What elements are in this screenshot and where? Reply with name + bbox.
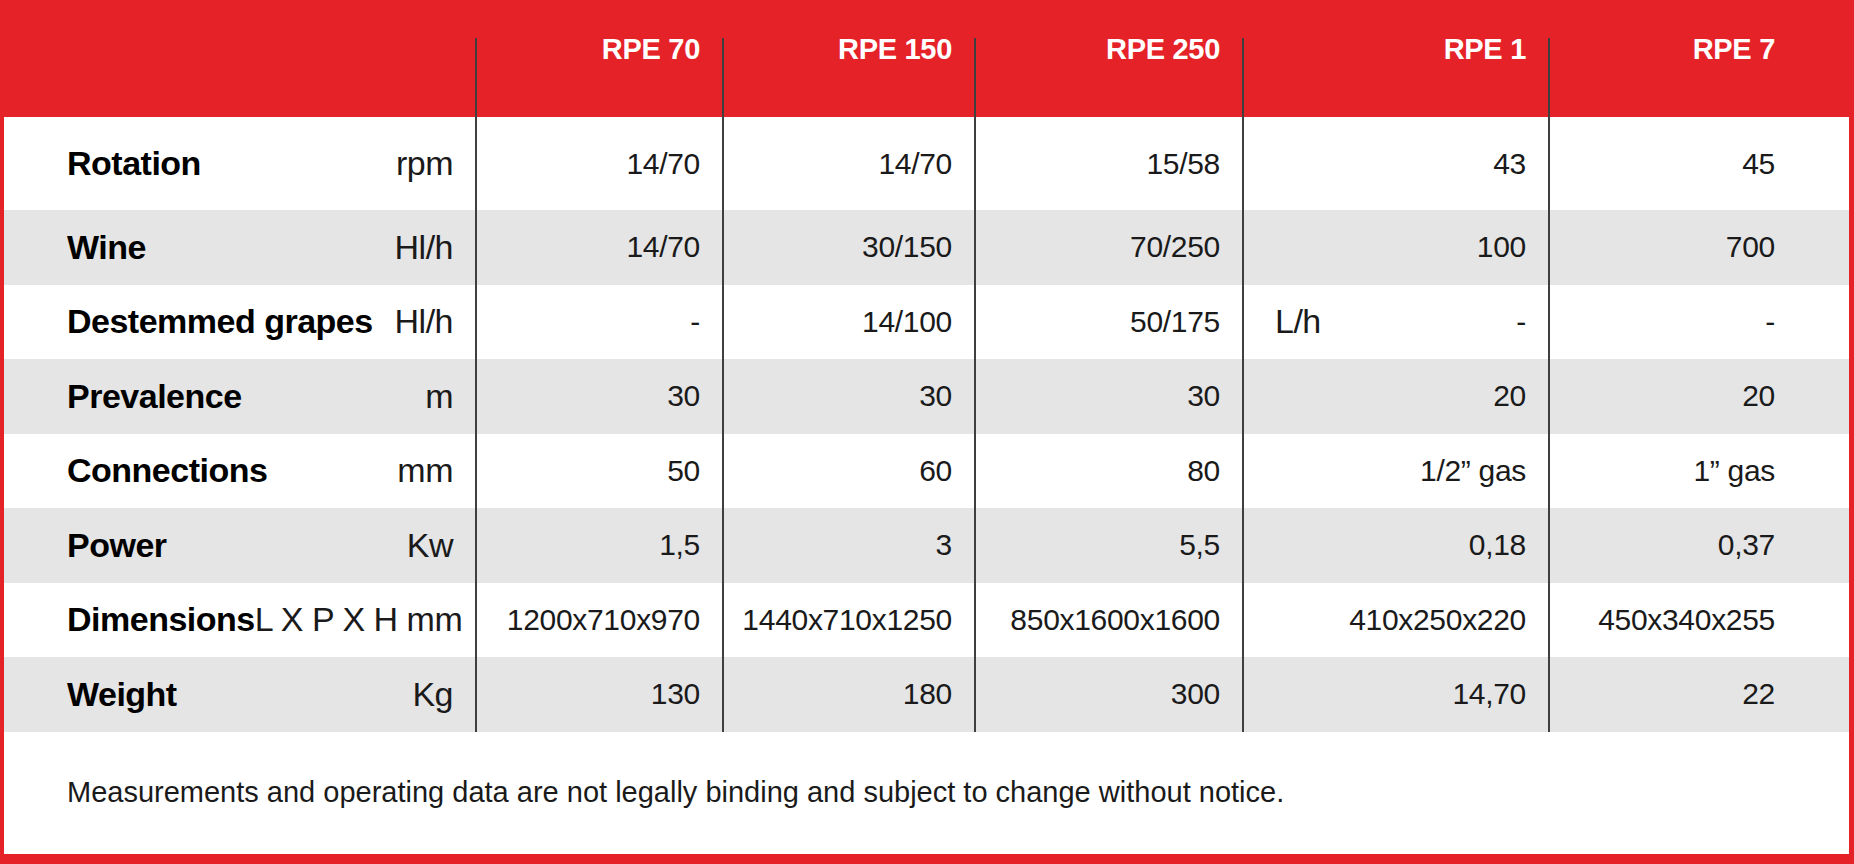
table-border-bottom xyxy=(0,854,1854,864)
value-cell: - xyxy=(1548,285,1850,360)
column-divider xyxy=(475,38,477,732)
value-cell: 20 xyxy=(1548,359,1850,434)
cell-unit-prefix: L/h xyxy=(1242,302,1321,341)
row-unit: Kg xyxy=(412,675,453,714)
value-cell: 14,70 xyxy=(1242,657,1548,732)
value-cell: 50/175 xyxy=(974,285,1242,360)
value-cell: 450x340x255 xyxy=(1548,583,1850,658)
value-cell: - xyxy=(475,285,722,360)
value-cell: 700 xyxy=(1548,210,1850,285)
value-cell: 14/70 xyxy=(475,117,722,210)
table-row: Destemmed grapes Hl/h -14/10050/175L/h-- xyxy=(4,285,1850,360)
value-cell: 30 xyxy=(722,359,974,434)
value-cell: 1” gas xyxy=(1548,434,1850,509)
value-cell: 50 xyxy=(475,434,722,509)
row-label: Power xyxy=(67,526,167,565)
table-row: Weight Kg 13018030014,7022 xyxy=(4,657,1850,732)
row-label: Rotation xyxy=(67,144,201,183)
value-cell: 60 xyxy=(722,434,974,509)
value-cell: 15/58 xyxy=(974,117,1242,210)
table-row: Rotation rpm 14/7014/7015/584345 xyxy=(4,117,1850,210)
row-unit: mm xyxy=(397,451,453,490)
table-row: Wine Hl/h 14/7030/15070/250100700 xyxy=(4,210,1850,285)
value-cell: 410x250x220 xyxy=(1242,583,1548,658)
value-cell: 3 xyxy=(722,508,974,583)
table-row: Dimensions L X P X H mm 1200x710x9701440… xyxy=(4,583,1850,658)
table-row: Power Kw 1,535,50,180,37 xyxy=(4,508,1850,583)
row-label: Weight xyxy=(67,675,177,714)
value-cell: 45 xyxy=(1548,117,1850,210)
header-grid: RPE 70 RPE 150 RPE 250 RPE 1 RPE 7 xyxy=(4,0,1850,117)
value-cell: 180 xyxy=(722,657,974,732)
value-cell: 300 xyxy=(974,657,1242,732)
value-cell: 1200x710x970 xyxy=(475,583,722,658)
column-divider xyxy=(1242,38,1244,732)
value-cell: 100 xyxy=(1242,210,1548,285)
column-header-rpe7: RPE 7 xyxy=(1548,0,1850,117)
value-cell: 14/70 xyxy=(475,210,722,285)
footnote: Measurements and operating data are not … xyxy=(4,732,1849,855)
value-cell: 1,5 xyxy=(475,508,722,583)
header-spacer xyxy=(4,0,475,117)
table-body: Rotation rpm 14/7014/7015/584345 Wine Hl… xyxy=(4,117,1850,732)
value-cell: 43 xyxy=(1242,117,1548,210)
value-cell: 850x1600x1600 xyxy=(974,583,1242,658)
table-border-right xyxy=(1849,0,1854,864)
value-cell: L/h - xyxy=(1242,285,1548,360)
column-divider xyxy=(974,38,976,732)
table-border-left xyxy=(0,0,4,864)
value-cell: 0,18 xyxy=(1242,508,1548,583)
column-divider xyxy=(722,38,724,732)
value-cell: 0,37 xyxy=(1548,508,1850,583)
table-header: RPE 70 RPE 150 RPE 250 RPE 1 RPE 7 xyxy=(0,0,1854,117)
row-label: Wine xyxy=(67,228,146,267)
row-label-cell: Weight Kg xyxy=(4,657,475,732)
row-label: Destemmed grapes xyxy=(67,302,373,341)
row-unit: Hl/h xyxy=(395,228,453,267)
value-cell: 70/250 xyxy=(974,210,1242,285)
row-label-cell: Connections mm xyxy=(4,434,475,509)
value-cell: 14/100 xyxy=(722,285,974,360)
cell-value: - xyxy=(1516,305,1526,339)
table-row: Prevalence m 3030302020 xyxy=(4,359,1850,434)
row-label-cell: Prevalence m xyxy=(4,359,475,434)
row-unit: m xyxy=(425,377,453,416)
value-cell: 30 xyxy=(475,359,722,434)
row-label-cell: Power Kw xyxy=(4,508,475,583)
value-cell: 1/2” gas xyxy=(1242,434,1548,509)
row-unit: Kw xyxy=(407,526,453,565)
column-header-rpe1: RPE 1 xyxy=(1242,0,1548,117)
row-label: Dimensions xyxy=(67,600,255,639)
row-unit: rpm xyxy=(396,144,453,183)
value-cell: 22 xyxy=(1548,657,1850,732)
row-label: Prevalence xyxy=(67,377,242,416)
value-cell: 5,5 xyxy=(974,508,1242,583)
value-cell: 20 xyxy=(1242,359,1548,434)
column-divider xyxy=(1548,38,1550,732)
row-unit: Hl/h xyxy=(395,302,453,341)
row-unit: L X P X H mm xyxy=(255,600,463,639)
column-header-rpe70: RPE 70 xyxy=(475,0,722,117)
value-cell: 1440x710x1250 xyxy=(722,583,974,658)
value-cell: 80 xyxy=(974,434,1242,509)
row-label: Connections xyxy=(67,451,267,490)
row-label-cell: Dimensions L X P X H mm xyxy=(4,583,475,658)
row-label-cell: Wine Hl/h xyxy=(4,210,475,285)
spec-sheet: RPE 70 RPE 150 RPE 250 RPE 1 RPE 7 Rotat… xyxy=(0,0,1854,864)
value-cell: 14/70 xyxy=(722,117,974,210)
value-cell: 130 xyxy=(475,657,722,732)
value-cell: 30 xyxy=(974,359,1242,434)
row-label-cell: Destemmed grapes Hl/h xyxy=(4,285,475,360)
column-header-rpe250: RPE 250 xyxy=(974,0,1242,117)
value-cell: 30/150 xyxy=(722,210,974,285)
table-row: Connections mm 5060801/2” gas1” gas xyxy=(4,434,1850,509)
column-header-rpe150: RPE 150 xyxy=(722,0,974,117)
row-label-cell: Rotation rpm xyxy=(4,117,475,210)
